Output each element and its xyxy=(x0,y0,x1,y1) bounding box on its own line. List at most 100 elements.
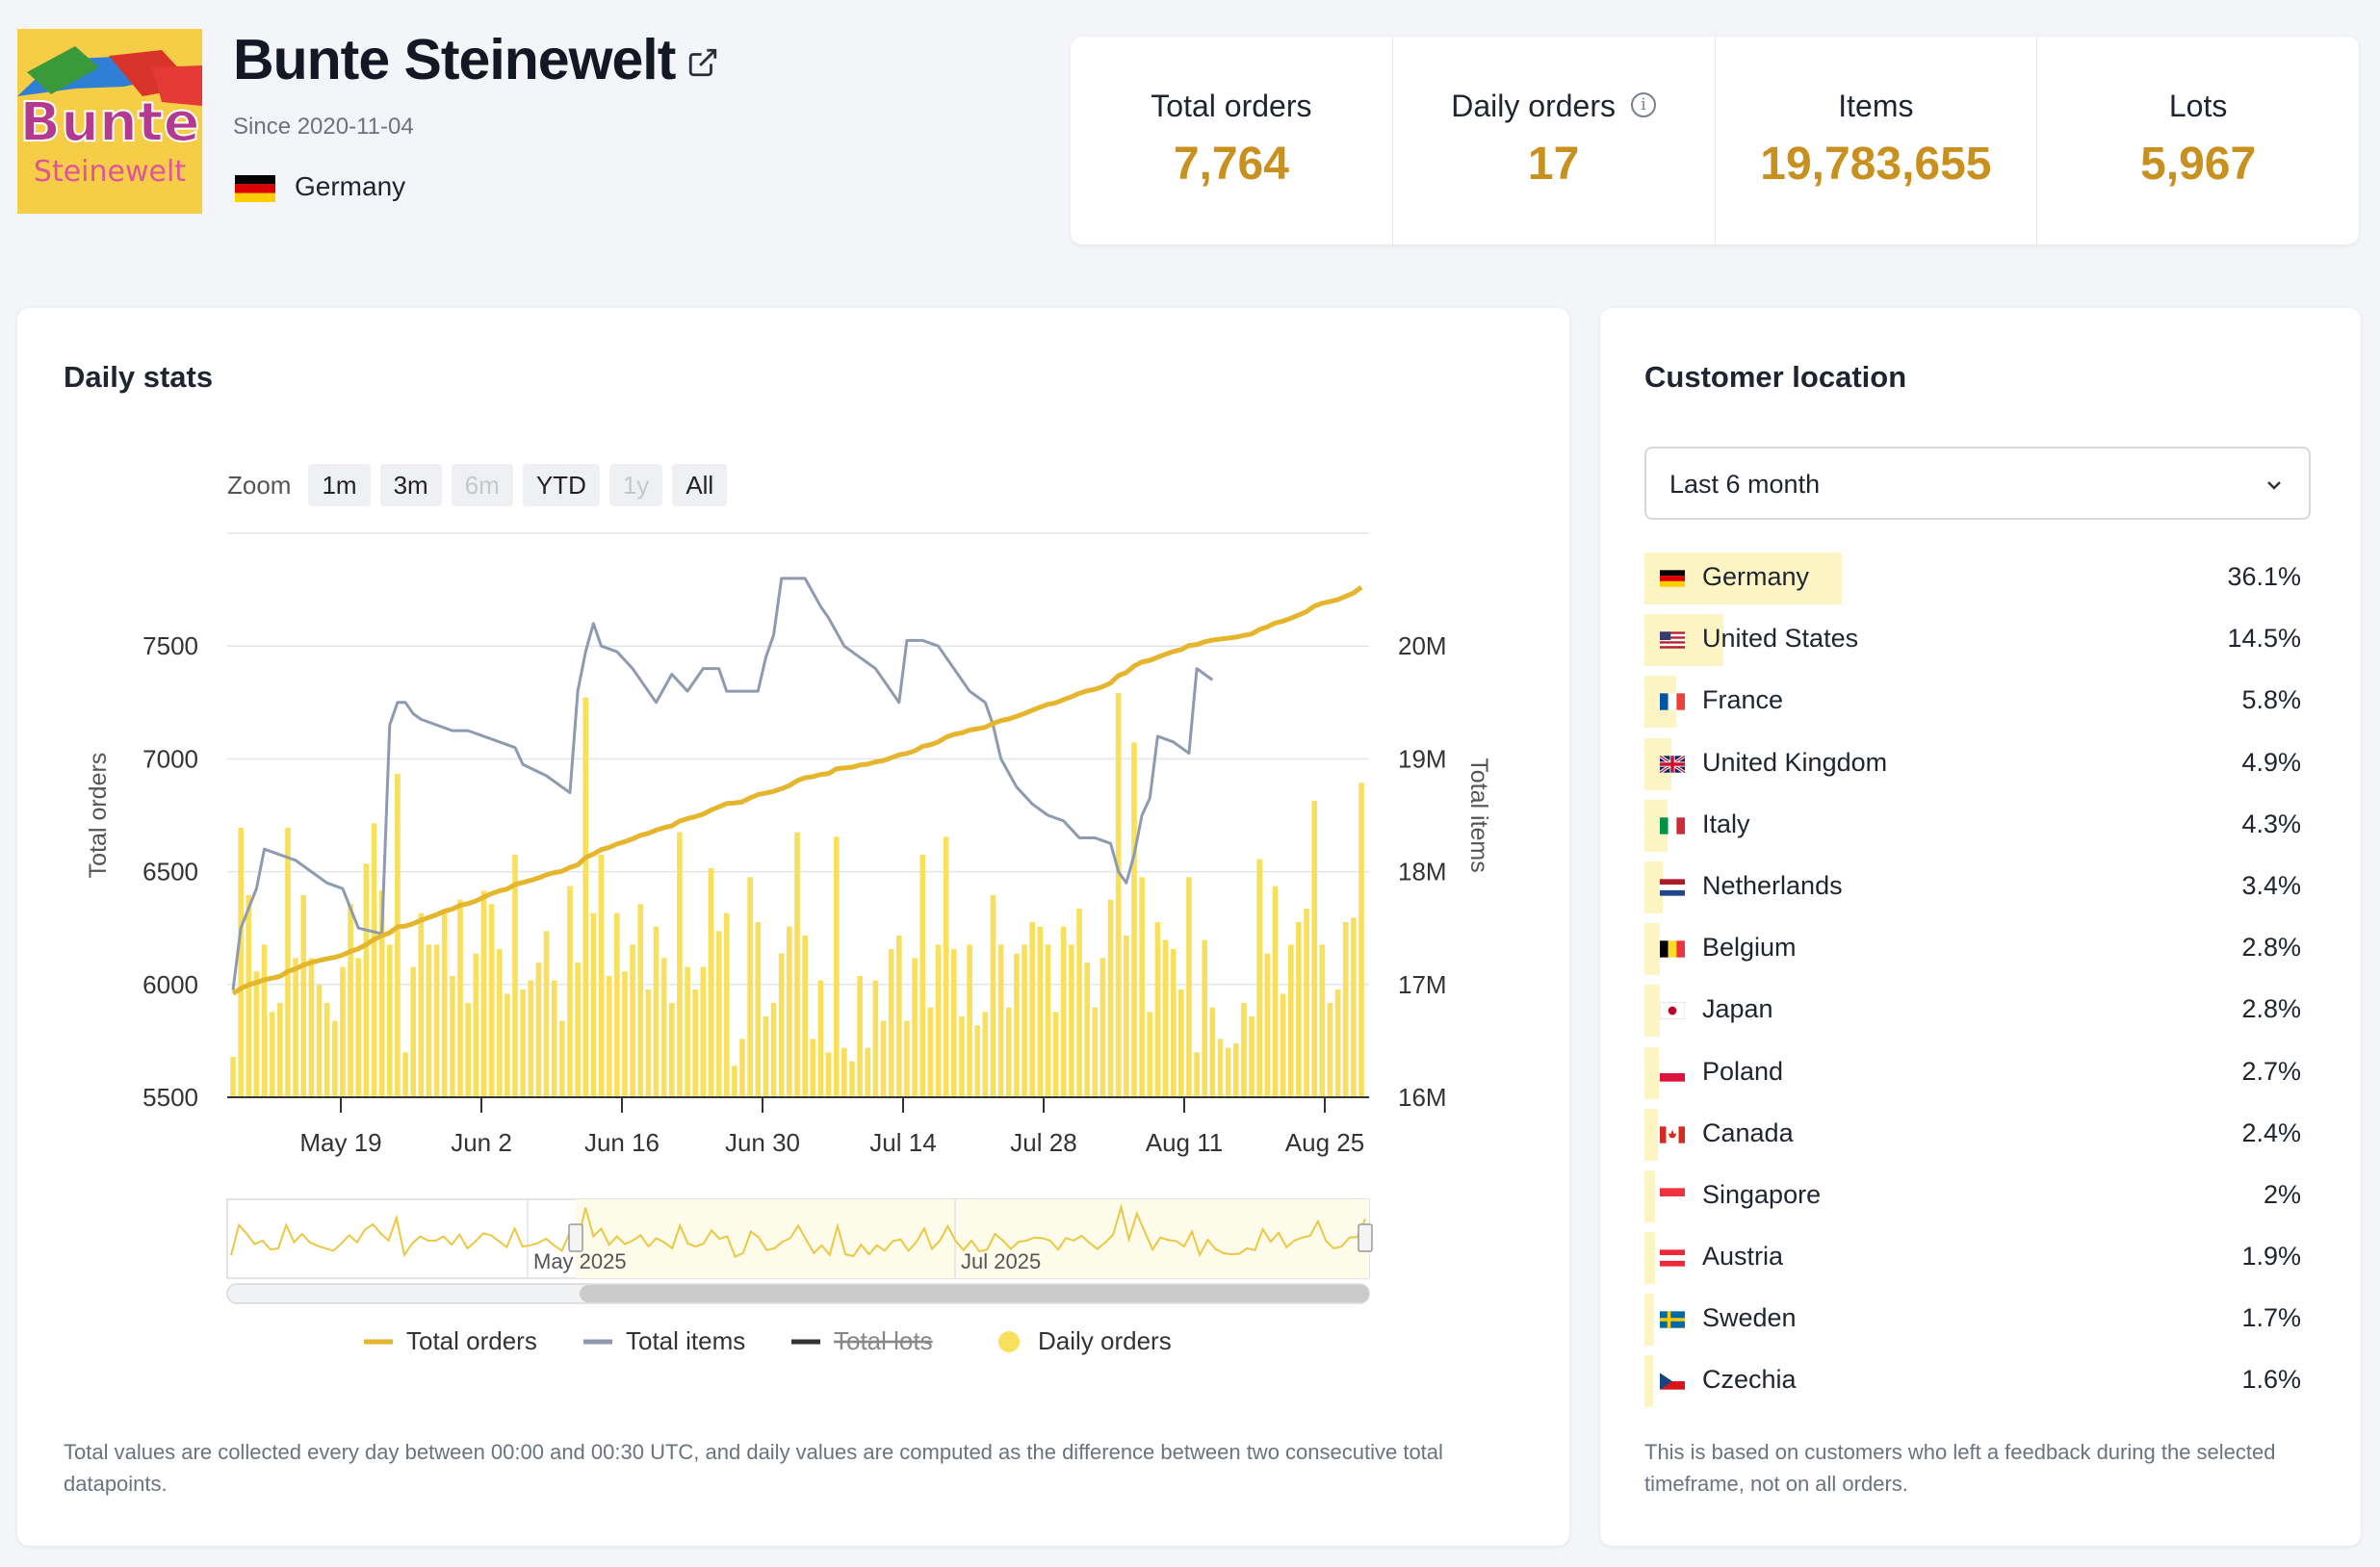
daily-orders-bar xyxy=(1037,926,1044,1097)
legend-item-total-items[interactable]: Total items xyxy=(583,1326,745,1355)
stat-items: Items 19,783,655 xyxy=(1716,37,2038,244)
legend-item-total-lots[interactable]: Total lots xyxy=(791,1326,933,1355)
period-select[interactable]: Last 6 month xyxy=(1644,447,2311,520)
daily-orders-bar xyxy=(778,953,785,1097)
daily-orders-bar xyxy=(386,944,393,1097)
united-states-flag-icon xyxy=(1660,631,1685,649)
stat-label-wrap: Daily orders i xyxy=(1393,89,1715,124)
daily-stats-chart: 5500 16M 6000 17M 6500 18M 7000 19M 7500 20M Total… xyxy=(85,532,1492,1355)
daily-orders-bar xyxy=(1139,877,1145,1097)
zoom-all-button[interactable]: All xyxy=(672,464,728,506)
daily-orders-bar xyxy=(715,931,722,1097)
country-row-czechia: Czechia 1.6% xyxy=(1644,1351,2301,1413)
daily-orders-bar xyxy=(997,944,1004,1097)
country-share-bar xyxy=(1644,1232,1655,1285)
country-percentage: 36.1% xyxy=(2227,562,2301,591)
country-row-singapore: Singapore 2% xyxy=(1644,1167,2301,1228)
daily-orders-bar xyxy=(410,966,416,1097)
navigator-label: May 2025 xyxy=(533,1249,627,1273)
daily-orders-bar xyxy=(1280,993,1286,1097)
daily-orders-bar xyxy=(340,966,346,1097)
external-link-icon[interactable] xyxy=(686,46,719,79)
navigator-handle[interactable] xyxy=(568,1223,583,1252)
daily-orders-bar xyxy=(732,1066,737,1097)
navigator-scrollbar-thumb[interactable] xyxy=(580,1285,1369,1302)
y-right-tick-label: 19M xyxy=(1398,744,1447,773)
daily-orders-bar xyxy=(1272,886,1279,1097)
country-share-bar xyxy=(1644,1355,1654,1408)
daily-orders-bar xyxy=(316,985,323,1097)
daily-orders-bar xyxy=(590,912,597,1097)
legend-item-total-orders[interactable]: Total orders xyxy=(364,1326,537,1355)
x-axis-tick-label: Jul 28 xyxy=(1010,1128,1076,1157)
daily-orders-bar xyxy=(833,836,840,1097)
navigator-handle[interactable] xyxy=(1358,1223,1373,1252)
daily-orders-bar xyxy=(872,980,879,1097)
zoom-1y-button[interactable]: 1y xyxy=(608,464,663,506)
shop-country: Germany xyxy=(295,171,406,201)
country-row-united-states: United States 14.5% xyxy=(1644,610,2301,672)
germany-flag-icon xyxy=(235,175,275,202)
czechia-flag-icon xyxy=(1660,1373,1685,1391)
daily-orders-bar xyxy=(637,904,644,1097)
country-name: Germany xyxy=(1702,562,1810,591)
daily-orders-bar xyxy=(1358,783,1364,1097)
country-share-bar xyxy=(1644,1169,1656,1222)
daily-orders-bar xyxy=(888,949,894,1097)
daily-orders-bar xyxy=(465,1003,471,1097)
germany-flag-icon xyxy=(1660,570,1685,587)
daily-orders-bar xyxy=(269,1012,275,1097)
daily-orders-bar xyxy=(253,971,260,1097)
daily-orders-bar xyxy=(1351,917,1357,1097)
x-axis-tick-label: Jun 2 xyxy=(451,1128,512,1157)
daily-orders-bar xyxy=(1107,899,1114,1097)
japan-flag-icon xyxy=(1659,1002,1686,1020)
daily-orders-bar xyxy=(1099,958,1106,1097)
period-select-value: Last 6 month xyxy=(1669,470,1821,499)
daily-orders-bar xyxy=(355,958,362,1097)
daily-orders-bar xyxy=(880,1020,887,1097)
daily-orders-bar xyxy=(1124,936,1129,1097)
daily-orders-bar xyxy=(1319,944,1326,1097)
stat-value: 5,967 xyxy=(2140,139,2257,190)
y-right-tick-label: 20M xyxy=(1398,631,1447,660)
country-percentage: 2.7% xyxy=(2241,1056,2301,1086)
daily-orders-bar xyxy=(512,855,518,1097)
legend-label: Total orders xyxy=(406,1326,537,1355)
country-row-united-kingdom: United Kingdom 4.9% xyxy=(1644,734,2301,796)
daily-orders-bar xyxy=(1186,877,1192,1097)
y-left-tick-label: 5500 xyxy=(142,1083,198,1112)
daily-orders-bar xyxy=(1060,926,1067,1097)
france-flag-icon xyxy=(1660,693,1685,711)
zoom-ytd-button[interactable]: YTD xyxy=(522,464,600,506)
country-share-bar xyxy=(1644,985,1660,1038)
daily-orders-bar xyxy=(261,944,268,1097)
info-icon[interactable]: i xyxy=(1630,92,1656,117)
daily-orders-bar xyxy=(433,944,440,1097)
daily-orders-bar xyxy=(935,944,942,1097)
daily-orders-bar xyxy=(653,926,660,1097)
zoom-3m-button[interactable]: 3m xyxy=(379,464,442,506)
country-row-germany: Germany 36.1% xyxy=(1644,549,2301,610)
daily-orders-bar xyxy=(919,855,926,1097)
zoom-6m-button[interactable]: 6m xyxy=(451,464,513,506)
country-name: Netherlands xyxy=(1702,870,1843,900)
daily-orders-bar xyxy=(802,936,808,1097)
united-kingdom-flag-icon xyxy=(1659,754,1686,774)
stat-label: Daily orders xyxy=(1451,89,1616,123)
legend-item-daily-orders[interactable]: Daily orders xyxy=(998,1326,1172,1355)
y-left-tick-label: 6500 xyxy=(142,858,198,886)
sweden-flag-icon xyxy=(1660,1311,1685,1328)
daily-orders-bar xyxy=(1084,963,1090,1097)
daily-orders-bar xyxy=(323,1003,330,1097)
daily-orders-bar xyxy=(559,1020,565,1097)
country-row-italy: Italy 4.3% xyxy=(1644,796,2301,858)
shop-logo: Bunte Steinewelt xyxy=(17,29,202,214)
y-left-tick-label: 6000 xyxy=(142,970,198,999)
daily-orders-bar xyxy=(685,966,690,1097)
country-share-bar xyxy=(1644,1294,1654,1347)
daily-orders-bar xyxy=(982,1012,989,1097)
zoom-1m-button[interactable]: 1m xyxy=(308,464,371,506)
daily-orders-bar xyxy=(763,1016,769,1097)
stat-daily-orders: Daily orders i 17 xyxy=(1393,37,1716,244)
